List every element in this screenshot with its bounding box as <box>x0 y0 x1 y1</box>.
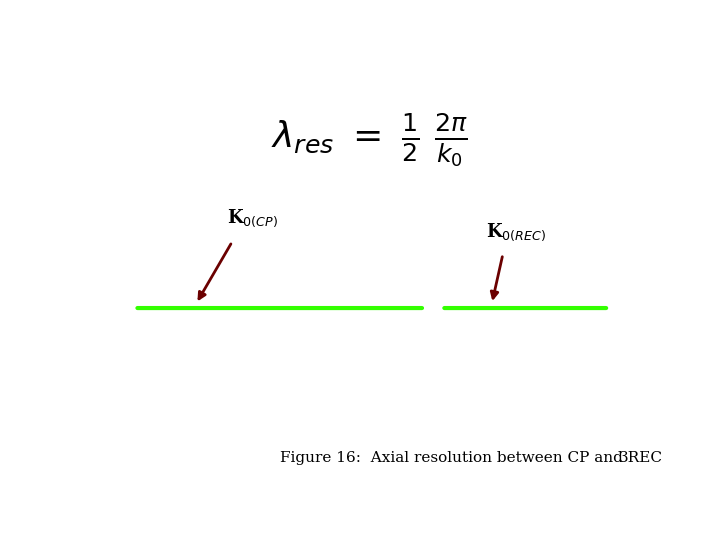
Text: K$_{0(CP)}$: K$_{0(CP)}$ <box>227 207 278 229</box>
Text: Figure 16:  Axial resolution between CP and REC: Figure 16: Axial resolution between CP a… <box>280 451 662 465</box>
Text: K$_{0(REC)}$: K$_{0(REC)}$ <box>486 221 546 243</box>
Text: $\lambda_{res}\ =\ \frac{1}{2}\ \frac{2\pi}{k_0}$: $\lambda_{res}\ =\ \frac{1}{2}\ \frac{2\… <box>271 111 467 168</box>
Text: 3: 3 <box>619 451 629 465</box>
